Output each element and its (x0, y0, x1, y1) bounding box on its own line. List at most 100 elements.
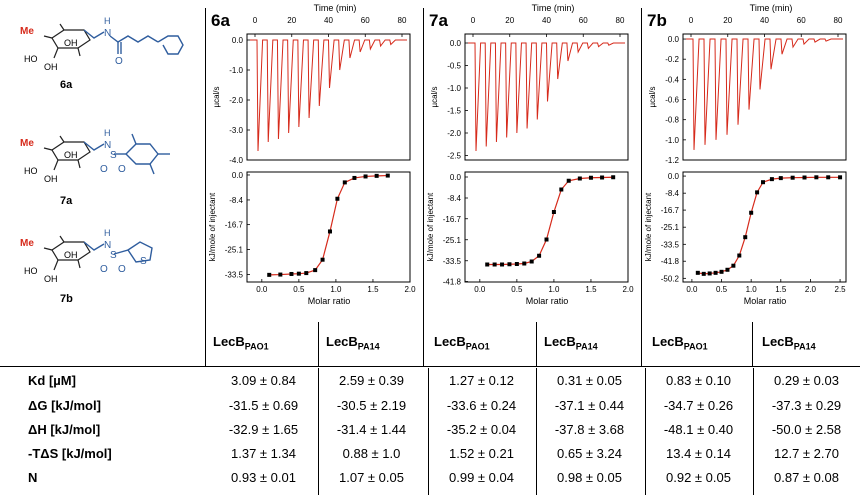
data-point (695, 270, 700, 275)
y-tick-label: -8.4 (229, 196, 243, 205)
time-axis-title: Time (min) (532, 3, 575, 13)
y-tick-label: 0.0 (450, 39, 462, 48)
y-tick-label: -1.0 (229, 66, 243, 75)
data-point (600, 175, 605, 180)
table-cell: 1.27 ± 0.12 (449, 373, 514, 388)
table-cell: -32.9 ± 1.65 (228, 422, 299, 437)
x-tick-label: 0.0 (256, 285, 268, 294)
y-tick-label: -33.5 (443, 257, 462, 266)
col-header: LecBPAO1 (652, 334, 708, 352)
data-point (374, 173, 379, 178)
data-point (363, 174, 368, 179)
y-tick-label: 0.0 (668, 172, 680, 181)
table-cell: 0.83 ± 0.10 (666, 373, 731, 388)
y-tick-label: -25.1 (225, 246, 244, 255)
data-point (743, 235, 748, 240)
svg-text:HO: HO (24, 166, 38, 176)
data-point (826, 175, 831, 180)
molar-ratio-axis-title: Molar ratio (744, 296, 787, 306)
data-point (761, 180, 766, 185)
y-tick-label: -0.2 (665, 55, 679, 64)
data-point (790, 175, 795, 180)
y-tick-label: -33.5 (225, 271, 244, 280)
compound-label-7a: 7a (60, 195, 73, 207)
thermogram-frame (246, 33, 411, 161)
table-cell: -34.7 ± 0.26 (663, 398, 734, 413)
table-cell: 0.29 ± 0.03 (774, 373, 839, 388)
table-cell: 0.93 ± 0.01 (231, 470, 296, 485)
time-tick-label: 0 (689, 16, 694, 25)
col-header: LecBPA14 (762, 334, 816, 352)
table-cell: -50.0 ± 2.58 (771, 422, 842, 437)
thermogram-trace (250, 39, 407, 152)
time-tick-label: 60 (361, 16, 370, 25)
y-tick-label: -2.0 (229, 96, 243, 105)
data-point (327, 229, 332, 234)
time-tick-label: 60 (579, 16, 588, 25)
svg-text:O: O (115, 56, 123, 67)
data-point (719, 269, 724, 274)
col-header: LecBPA14 (326, 334, 380, 352)
fit-curve (697, 176, 841, 275)
x-tick-label: 1.5 (775, 285, 787, 294)
thermogram-frame (464, 33, 629, 161)
x-tick-label: 0.5 (293, 285, 305, 294)
table-cell: 0.92 ± 0.05 (666, 470, 731, 485)
y-tick-label: -25.1 (443, 236, 462, 245)
data-point (588, 175, 593, 180)
table-cell: 12.7 ± 2.70 (774, 446, 839, 461)
y-tick-label: -0.6 (665, 96, 679, 105)
time-axis-title: Time (min) (314, 3, 357, 13)
time-tick-label: 0 (471, 16, 476, 25)
panel-label: 6a (211, 11, 230, 30)
structure-6a: Me OH HO OH H N O 6a (20, 16, 184, 91)
table-cell: -37.8 ± 3.68 (554, 422, 625, 437)
data-point (701, 271, 706, 276)
svg-text:HO: HO (24, 266, 38, 276)
y-tick-label: -8.4 (665, 189, 679, 198)
table-cell: -31.5 ± 0.69 (228, 398, 299, 413)
y-tick-label: -1.0 (665, 136, 679, 145)
panel-label: 7a (429, 11, 448, 30)
svg-text:Me: Me (20, 138, 34, 149)
time-tick-label: 40 (542, 16, 551, 25)
svg-text:O: O (118, 164, 126, 175)
y-tick-label: 0.0 (450, 173, 462, 182)
svg-text:O: O (118, 264, 126, 275)
thermogram-trace (686, 38, 843, 150)
svg-text:OH: OH (64, 250, 78, 260)
svg-text:OH: OH (64, 150, 78, 160)
time-tick-label: 0 (253, 16, 258, 25)
table-cell: 0.31 ± 0.05 (557, 373, 622, 388)
cell-divider (428, 368, 429, 495)
x-tick-label: 1.0 (330, 285, 342, 294)
svg-text:O: O (100, 164, 108, 175)
time-tick-label: 60 (797, 16, 806, 25)
x-tick-label: 0.5 (716, 285, 728, 294)
x-tick-label: 0.0 (686, 285, 698, 294)
data-point (559, 187, 564, 192)
svg-text:H: H (104, 228, 111, 238)
data-point (529, 259, 534, 264)
table-cell: 2.59 ± 0.39 (339, 373, 404, 388)
data-point (713, 270, 718, 275)
y-tick-label: -16.7 (443, 215, 462, 224)
svg-text:H: H (104, 128, 111, 138)
y-tick-label: 0.0 (232, 171, 244, 180)
column-divider (536, 322, 537, 366)
col-header: LecBPAO1 (434, 334, 490, 352)
table-cell: 0.87 ± 0.08 (774, 470, 839, 485)
col-header: LecBPA14 (544, 334, 598, 352)
data-point (838, 175, 843, 180)
x-tick-label: 2.0 (805, 285, 817, 294)
cell-divider (645, 368, 646, 495)
x-tick-label: 2.0 (404, 285, 416, 294)
y-tick-label: -3.0 (229, 126, 243, 135)
y-tick-label: -2.5 (447, 152, 461, 161)
data-point (289, 271, 294, 276)
cell-divider (753, 368, 754, 495)
svg-text:Me: Me (20, 238, 34, 249)
thermogram-ylabel: µcal/s (212, 86, 221, 107)
y-tick-label: -41.8 (443, 278, 462, 287)
thermogram-trace (468, 42, 625, 152)
